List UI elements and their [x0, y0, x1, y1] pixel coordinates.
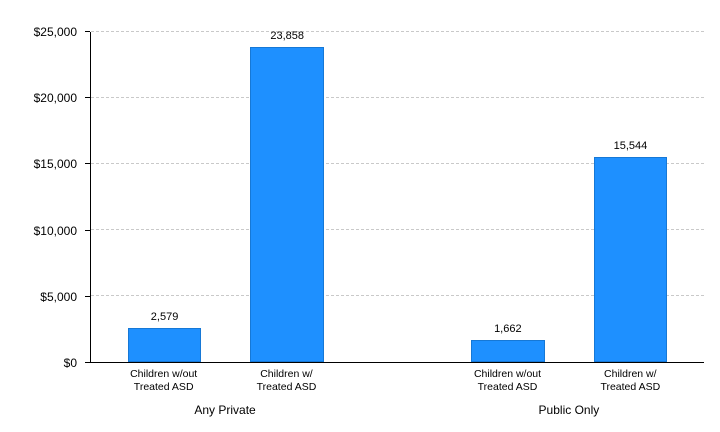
category-label: Children w/Treated ASD [225, 368, 348, 393]
gridline [91, 163, 704, 164]
y-tick-mark [85, 362, 90, 363]
y-tick-label: $0 [63, 356, 77, 370]
gridline [91, 31, 704, 32]
bar [250, 47, 324, 362]
gridline [91, 97, 704, 98]
plot-area: 2,579 23,858 1,662 15,544 [90, 30, 704, 363]
x-axis-area: Children w/out Treated ASD Children w/Trea… [90, 363, 704, 432]
category-label-line: Children w/out [473, 368, 542, 380]
bar-value-label: 23,858 [270, 30, 304, 43]
bar-value-label: 1,662 [494, 323, 522, 336]
y-tick-label: $15,000 [33, 157, 77, 172]
bar [127, 327, 202, 362]
category-label: Children w/Treated ASD [569, 368, 692, 393]
category-label: Children w/out Treated ASD [446, 368, 569, 393]
y-tick-mark [85, 295, 90, 297]
bar-value-label: 15,544 [613, 139, 648, 152]
y-tick-label: $10,000 [33, 223, 77, 238]
y-tick-label: $5,000 [40, 289, 77, 304]
category-label-line: Treated ASD [256, 380, 317, 393]
group-label: Any Private [194, 403, 256, 417]
category-label-line: Treated ASD [133, 380, 194, 393]
y-axis-labels: $0 $5,000 $10,000 $15,000 $20,000 $25,000 [0, 25, 90, 370]
y-tick-label: $20,000 [33, 91, 77, 106]
group-label: Public Only [538, 403, 600, 417]
category-label: Children w/out Treated ASD [102, 368, 225, 393]
y-tick-mark [85, 31, 90, 32]
y-tick-mark [85, 163, 90, 165]
category-label-line: Children w/ [260, 368, 313, 380]
category-label-line: Children w/ [604, 368, 657, 380]
gridline [91, 229, 704, 230]
bar [471, 340, 545, 362]
y-tick-label: $25,000 [33, 25, 77, 39]
category-label-line: Treated ASD [600, 380, 661, 393]
category-label-line: Children w/out [130, 368, 198, 380]
gridline [91, 295, 704, 296]
category-label-line: Treated ASD [477, 380, 538, 393]
y-tick-mark [85, 229, 90, 231]
y-tick-mark [85, 97, 90, 99]
bar-value-label: 2,579 [150, 310, 179, 323]
bar [593, 156, 668, 362]
